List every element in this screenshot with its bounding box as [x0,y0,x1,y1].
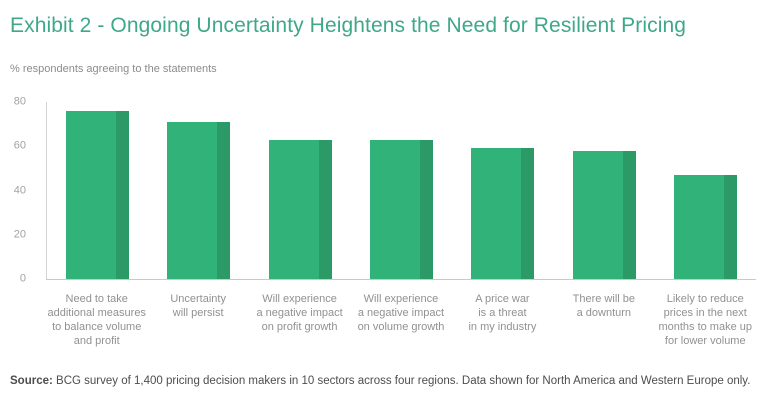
x-axis-label: Uncertainty will persist [170,293,226,319]
bar-chart: 0 20 40 60 80 Need to take additional measur… [0,96,768,348]
x-axis-labels: Need to take additional measures to bala… [46,292,756,348]
x-axis-label: A price war is a threat in my industry [468,293,537,333]
bar-shade [318,139,332,279]
bar-shade [217,121,231,279]
y-axis-tick: 0 [19,272,26,285]
y-axis-tick: 40 [13,184,26,196]
bar [471,148,535,279]
exhibit-page: Exhibit 2 - Ongoing Uncertainty Heighten… [0,14,768,388]
bar-slot [351,102,452,279]
bar-slot [452,102,553,279]
x-axis-label: Will experience a negative impact on pro… [256,293,343,333]
bar [369,139,433,279]
bar [66,110,130,279]
page-title: Exhibit 2 - Ongoing Uncertainty Heighten… [10,14,687,37]
bar-shade [419,139,433,279]
x-axis-label: Likely to reduce prices in the next mont… [658,293,753,347]
bar-shade [723,175,737,279]
bar-slot [655,102,756,279]
source-text: BCG survey of 1,400 pricing decision mak… [52,375,751,387]
source-note: Source: BCG survey of 1,400 pricing deci… [10,374,768,388]
bar-slot [148,102,249,279]
bar [673,175,737,279]
bar-shade [521,148,535,279]
x-axis-label: Will experience a negative impact on vol… [357,293,445,333]
plot-area [46,102,756,280]
source-label: Source: [10,375,53,387]
bar-slot [250,102,351,279]
bar-shade [116,110,130,279]
x-axis-label: Need to take additional measures to bala… [47,293,146,347]
y-axis: 0 20 40 60 80 [0,96,26,284]
x-axis-label: There will be a downturn [572,293,635,319]
y-axis-tick: 80 [13,95,26,108]
bar-slot [553,102,654,279]
y-axis-tick: 60 [13,139,26,152]
y-axis-tick: 20 [13,228,26,241]
bar [167,121,231,279]
bar-slot [47,102,148,279]
bar [268,139,332,279]
bar-shade [622,150,636,279]
bar [572,150,636,279]
chart-subtitle: % respondents agreeing to the statements [10,63,217,75]
